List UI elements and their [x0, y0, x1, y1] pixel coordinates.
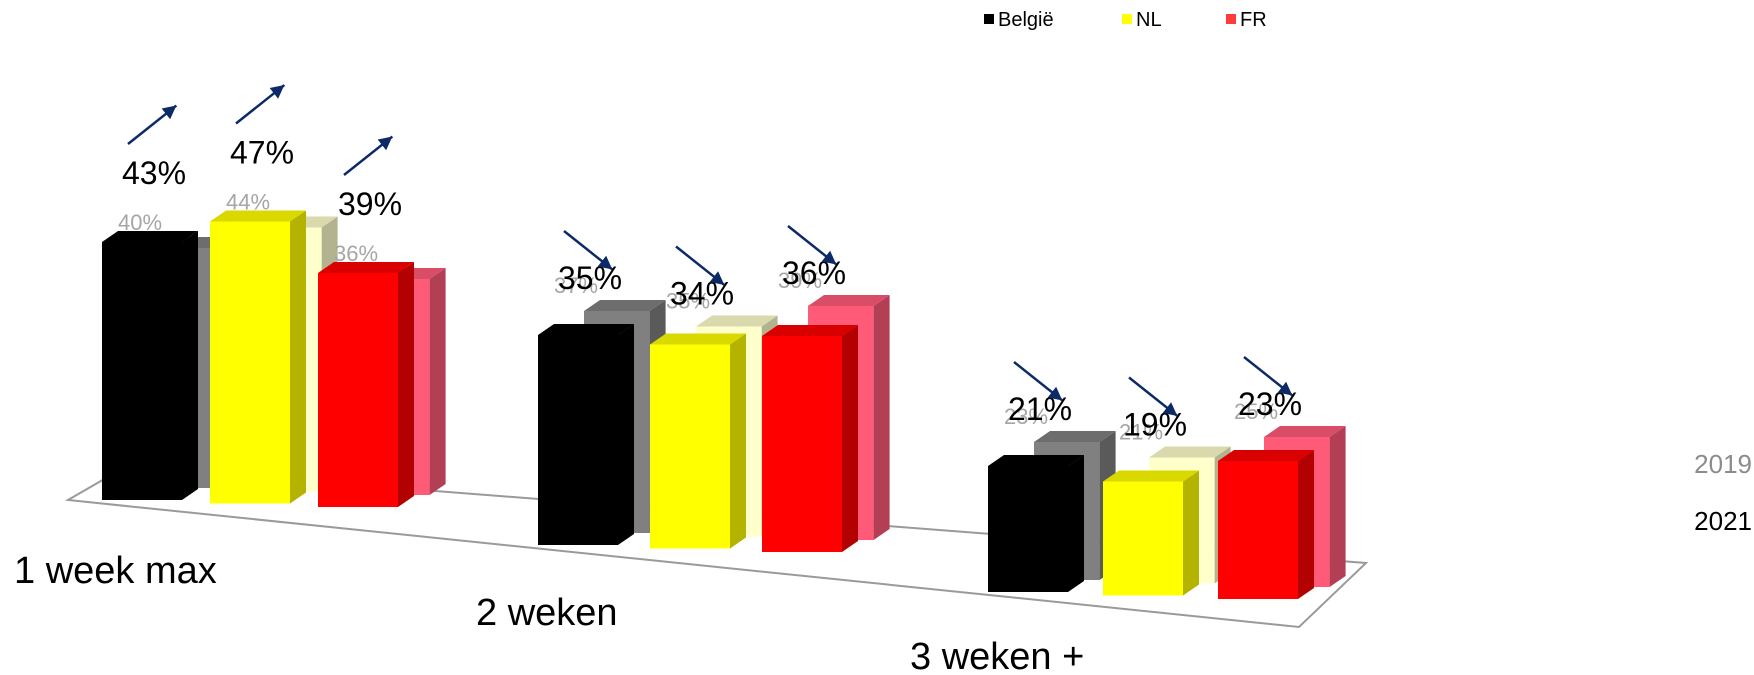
legend-label-fr: FR [1240, 9, 1267, 31]
bar-2021-belgie-2-weken [538, 324, 634, 545]
category-label-2-weken: 2 weken [476, 592, 618, 634]
label-2021-belgie-1-week-max: 43% [122, 155, 186, 191]
category-label-1-week-max: 1 week max [14, 550, 217, 592]
trend-arrow-nl-3-weken- [1128, 376, 1179, 417]
trend-arrow-nl-1-week-max [235, 84, 286, 125]
label-2021-nl-2-weken: 34% [670, 276, 734, 312]
label-2019-nl-2-weken: 35% [666, 289, 710, 314]
category-label-3-weken: 3 weken + [910, 636, 1084, 675]
label-2021-fr-1-week-max: 39% [338, 186, 402, 222]
bars-layer [102, 210, 1346, 599]
trend-arrow-fr-2-weken [787, 225, 838, 266]
label-2021-belgie-2-weken: 35% [558, 260, 622, 296]
labels-layer: 40%43%44%47%36%39%37%35%35%34% 39%36%23%2… [118, 135, 1302, 445]
label-2021-nl-1-week-max: 47% [230, 135, 294, 171]
label-2021-nl-3-weken-: 19% [1123, 407, 1187, 443]
trend-arrow-belgie-3-weken- [1013, 361, 1064, 402]
legend-swatch-fr [1226, 14, 1236, 24]
bar-2021-nl-1-week-max [210, 210, 306, 504]
label-2019-fr-2-weken: 39% [778, 268, 822, 293]
label-2019-nl-3-weken-: 21% [1119, 420, 1163, 445]
legend-label-belgie: België [998, 9, 1054, 31]
label-2021-fr-3-weken-: 23% [1238, 386, 1302, 422]
trend-arrow-fr-3-weken- [1243, 356, 1294, 397]
bar-2021-belgie-3-weken- [988, 455, 1084, 592]
label-2019-nl-1-week-max: 44% [226, 190, 270, 215]
label-2021-fr-2-weken: 36% [782, 255, 846, 291]
bar-2021-nl-2-weken [650, 333, 746, 549]
trend-arrow-belgie-2-weken [563, 230, 614, 271]
label-2019-belgie-2-weken: 37% [554, 273, 598, 298]
legend-swatch-nl [1122, 14, 1132, 24]
bar-2021-belgie-1-week-max [102, 231, 198, 500]
bar-2021-fr-1-week-max [318, 262, 414, 507]
bar-2021-fr-3-weken- [1218, 450, 1314, 599]
legend: België NL FR [984, 9, 1267, 31]
bar-2021-nl-3-weken- [1103, 470, 1199, 596]
series-label-2019: 2019 [1694, 449, 1752, 479]
series-label-2021: 2021 [1694, 506, 1752, 536]
label-2019-belgie-1-week-max: 40% [118, 210, 162, 235]
bar-2021-fr-2-weken [762, 325, 858, 552]
legend-label-nl: NL [1136, 9, 1162, 31]
legend-swatch-belgie [984, 14, 994, 24]
arrows-layer [127, 84, 1294, 417]
trend-arrow-nl-2-weken [675, 245, 726, 286]
trend-arrow-belgie-1-week-max [127, 104, 178, 145]
label-2021-belgie-3-weken-: 21% [1008, 391, 1072, 427]
trend-arrow-fr-1-week-max [343, 135, 394, 176]
label-2019-belgie-3-weken-: 23% [1004, 404, 1048, 429]
label-2019-fr-1-week-max: 36% [334, 241, 378, 266]
label-2019-fr-3-weken-: 25% [1234, 399, 1278, 424]
